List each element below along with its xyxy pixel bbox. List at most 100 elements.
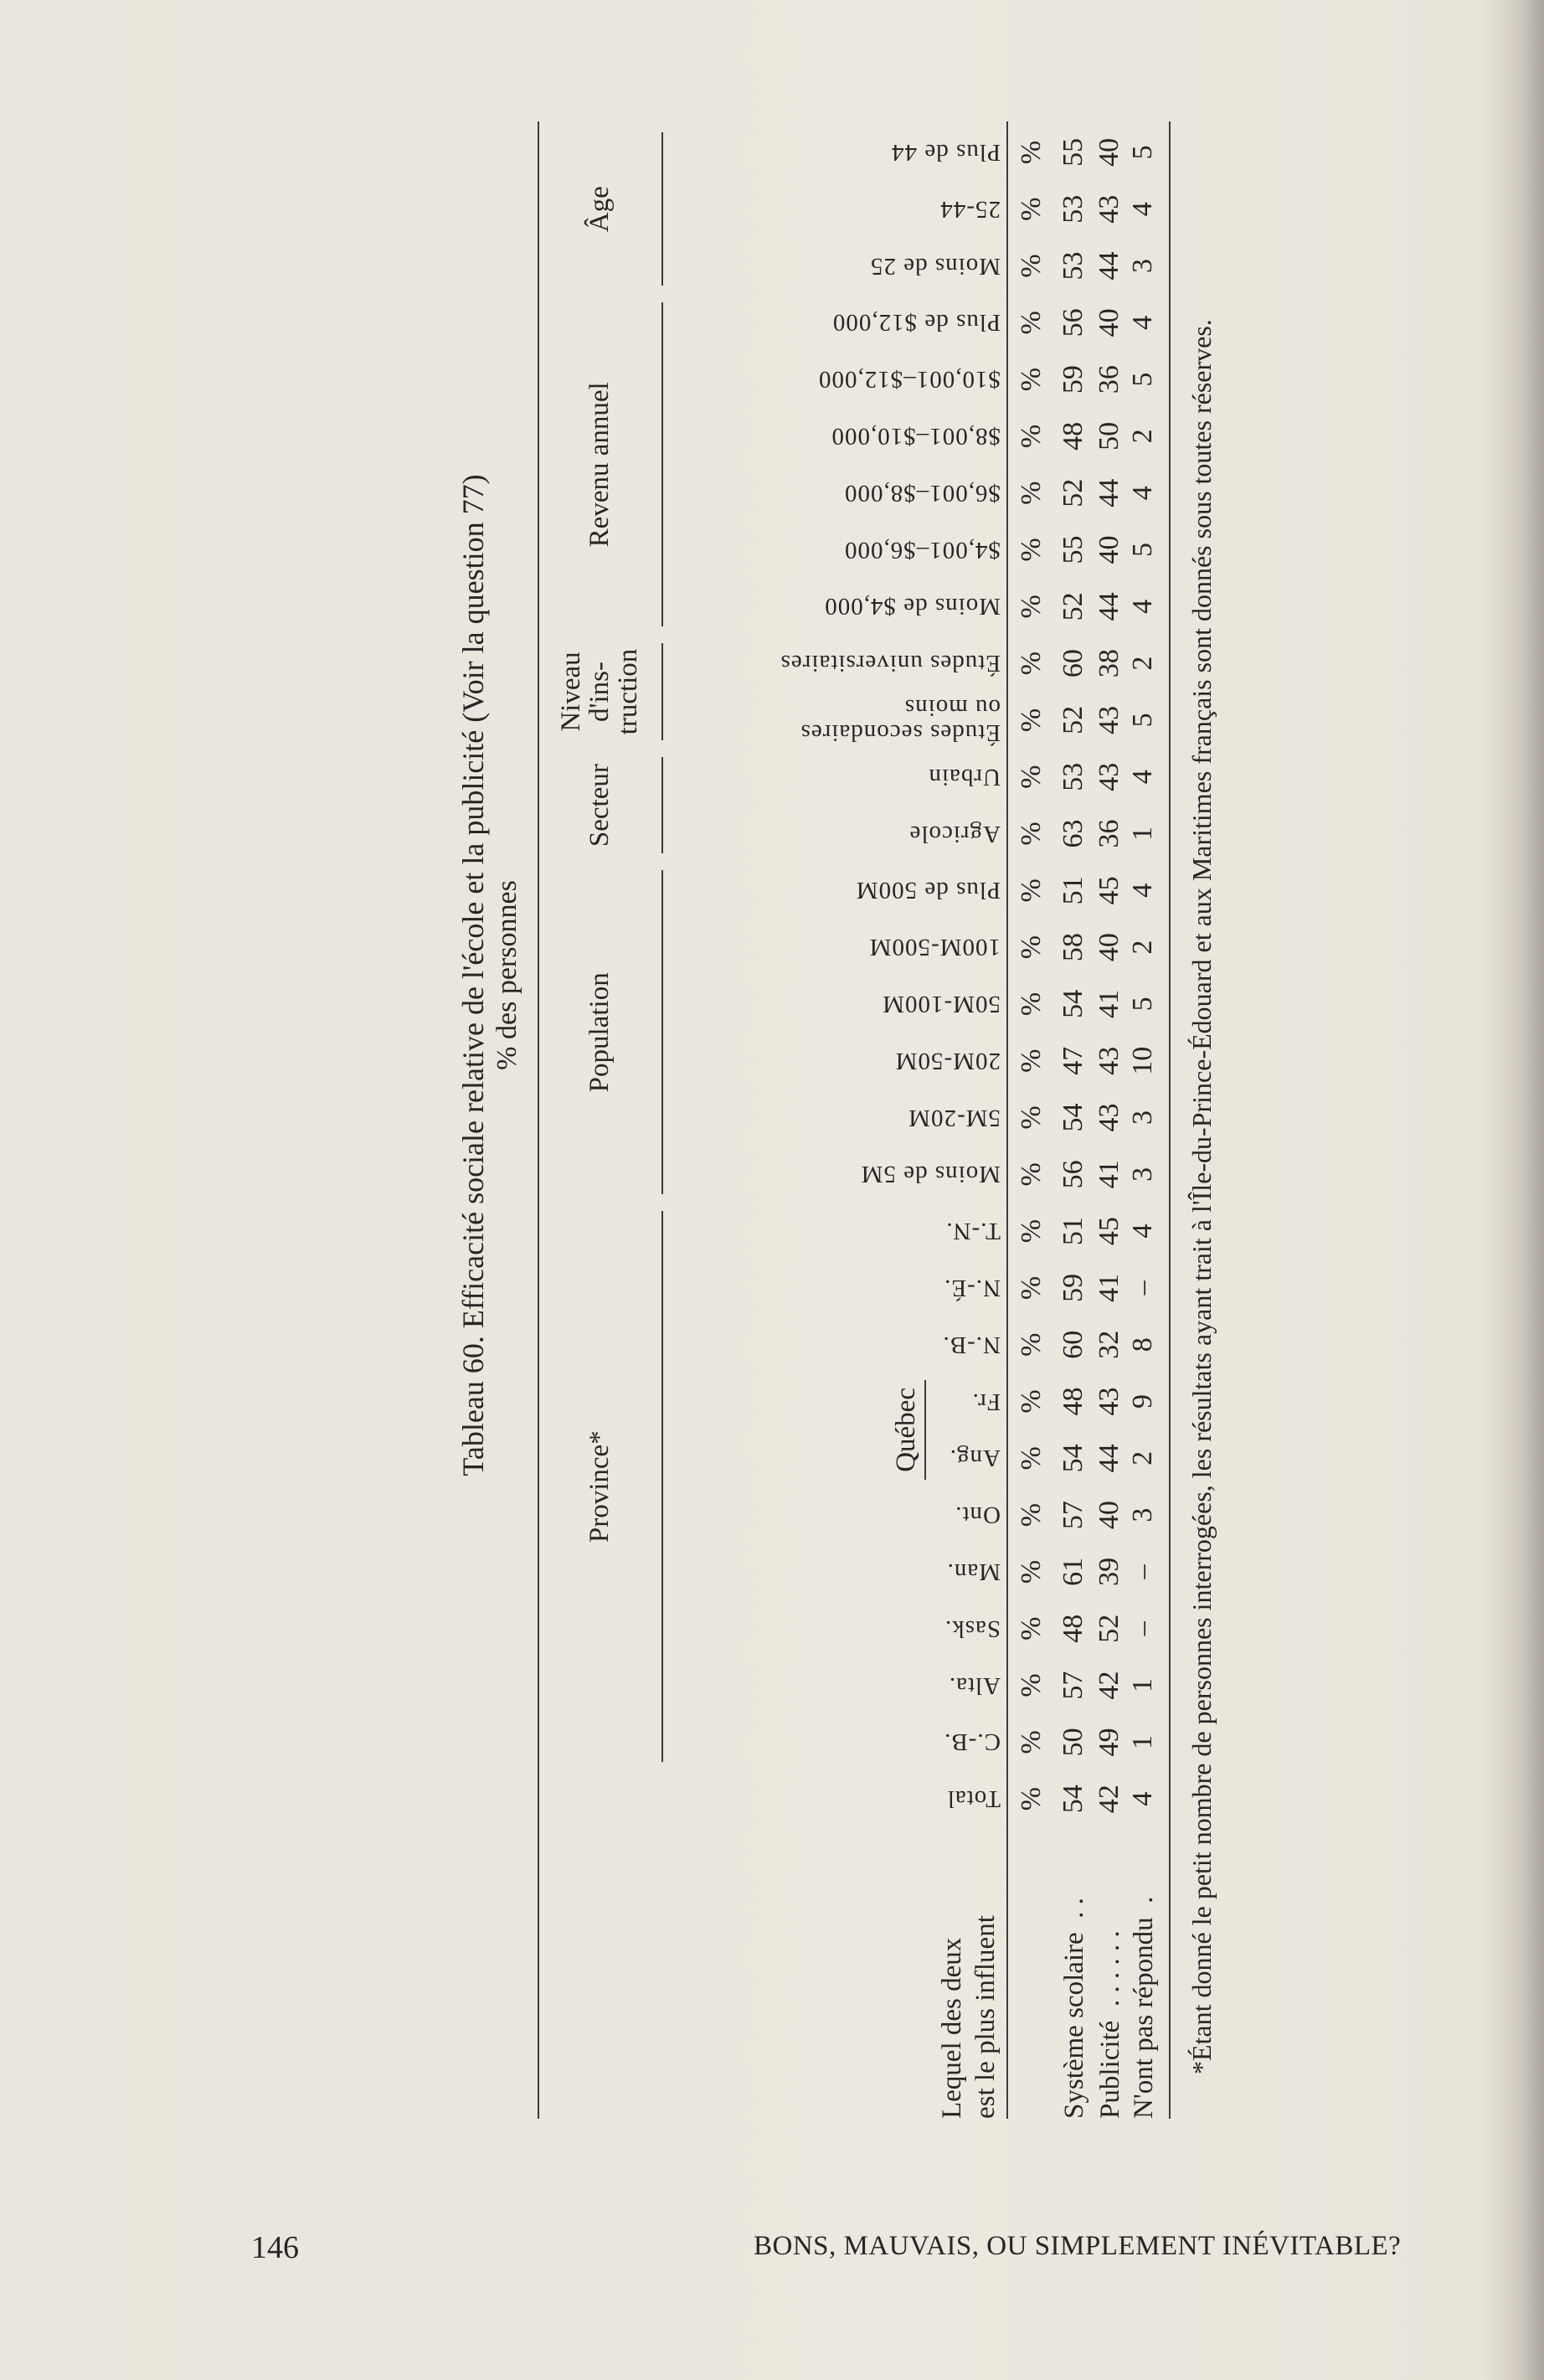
- bottom-rule: [1169, 121, 1171, 2119]
- column-header: Man.: [676, 1543, 1001, 1600]
- table-cell: 48: [1058, 1614, 1089, 1643]
- unit-cell: %: [1016, 140, 1047, 165]
- column-header: $4,001–$6,000: [676, 522, 1001, 579]
- table-cell: 44: [1094, 1444, 1125, 1473]
- row-label: Système scolaire . .: [1059, 1898, 1089, 2119]
- column-header: T.-N.: [676, 1203, 1001, 1260]
- unit-cell: %: [1016, 992, 1047, 1017]
- footnote: *Étant donné le petit nombre de personne…: [1186, 319, 1217, 2074]
- column-header-label: 50M-100M: [882, 990, 1001, 1017]
- column-header-label: Total: [946, 1785, 1001, 1813]
- table-cell: 54: [1058, 1785, 1089, 1814]
- table-cell: 5: [1127, 997, 1158, 1012]
- table-cell: 2: [1127, 940, 1158, 955]
- rotated-table: Tableau 60. Efficacité sociale relative …: [456, 121, 1260, 2119]
- column-header-label: Études universitaires: [780, 650, 1001, 677]
- column-header-label: Études secondaires ou moins: [800, 693, 1001, 746]
- row-label: N'ont pas répondu .: [1129, 1896, 1159, 2119]
- unit-cell: %: [1016, 1730, 1047, 1754]
- column-header-label: 100M-500M: [868, 934, 1001, 961]
- table-cell: 45: [1094, 1217, 1125, 1246]
- table-subtitle: % des personnes: [492, 880, 522, 1070]
- table-cell: 4: [1127, 315, 1158, 330]
- column-header: $10,001–$12,000: [676, 351, 1001, 408]
- group-header-population: Population: [584, 972, 615, 1093]
- table-cell: 61: [1058, 1557, 1089, 1586]
- table-cell: 4: [1127, 1791, 1158, 1806]
- column-header: $6,001–$8,000: [676, 465, 1001, 522]
- unit-cell: %: [1016, 1786, 1047, 1811]
- group-underline-niveau: [661, 643, 663, 740]
- unit-cell: %: [1016, 1332, 1047, 1357]
- column-header-label: Moins de $4,000: [824, 593, 1001, 621]
- column-header-label: Agricole: [908, 820, 1001, 847]
- unit-cell: %: [1016, 651, 1047, 676]
- table-cell: 5: [1127, 145, 1158, 160]
- table-cell: 43: [1094, 705, 1125, 734]
- table-cell: 52: [1058, 478, 1089, 507]
- table-cell: 56: [1058, 308, 1089, 337]
- column-header: N.-É.: [676, 1260, 1001, 1316]
- group-underline-province: [661, 1211, 663, 1763]
- table-cell: 40: [1094, 137, 1125, 167]
- table-cell: 8: [1127, 1337, 1158, 1352]
- table-cell: 4: [1127, 202, 1158, 217]
- table-cell: 40: [1094, 535, 1125, 564]
- table-cell: 9: [1127, 1394, 1158, 1409]
- column-header-label: Moins de 5M: [860, 1161, 1001, 1188]
- group-underline-revenu: [661, 302, 663, 627]
- table-cell: 38: [1094, 649, 1125, 678]
- table-cell: 52: [1058, 705, 1089, 734]
- table-cell: 53: [1058, 251, 1089, 281]
- table-cell: 59: [1058, 1273, 1089, 1302]
- table-cell: 43: [1094, 1046, 1125, 1075]
- column-header: Sask.: [676, 1600, 1001, 1657]
- column-header: 50M-100M: [676, 976, 1001, 1033]
- group-header-province: Province*: [584, 1430, 615, 1543]
- table-cell: 5: [1127, 543, 1158, 558]
- unit-cell: %: [1016, 595, 1047, 619]
- group-underline-secteur: [661, 756, 663, 854]
- column-header-label: N.-É.: [944, 1274, 1001, 1301]
- column-header: Agricole: [676, 806, 1001, 863]
- unit-cell: %: [1016, 311, 1047, 335]
- table-cell: 57: [1058, 1671, 1089, 1700]
- column-header: Plus de $12,000: [676, 294, 1001, 351]
- table-cell: –: [1127, 1564, 1158, 1579]
- unit-cell: %: [1016, 878, 1047, 903]
- table-cell: 1: [1127, 827, 1158, 842]
- table-cell: 5: [1127, 372, 1158, 387]
- table-cell: 58: [1058, 933, 1089, 962]
- table-cell: 40: [1094, 1501, 1125, 1530]
- unit-cell: %: [1016, 1105, 1047, 1130]
- table-cell: 32: [1094, 1330, 1125, 1359]
- column-header-label: Ont.: [955, 1502, 1001, 1529]
- table-cell: 57: [1058, 1501, 1089, 1530]
- table-cell: 55: [1058, 535, 1089, 564]
- table-cell: 63: [1058, 819, 1089, 848]
- column-header: Ang.: [676, 1430, 1001, 1486]
- column-header: 25-44: [676, 181, 1001, 238]
- unit-cell: %: [1016, 708, 1047, 733]
- column-header-label: Sask.: [944, 1615, 1001, 1642]
- table-cell: 49: [1094, 1728, 1125, 1757]
- table-cell: 47: [1058, 1046, 1089, 1075]
- page-number: 146: [251, 2230, 299, 2265]
- column-header: Études secondaires ou moins: [676, 692, 1001, 749]
- table-cell: 2: [1127, 429, 1158, 444]
- top-rule: [538, 121, 539, 2119]
- table-cell: 1: [1127, 1678, 1158, 1693]
- table-cell: 43: [1094, 762, 1125, 791]
- table-cell: 51: [1058, 876, 1089, 905]
- table-cell: 48: [1058, 421, 1089, 451]
- column-header: N.-B.: [676, 1316, 1001, 1373]
- column-header-label: $10,001–$12,000: [818, 366, 1001, 394]
- column-header-label: $4,001–$6,000: [844, 536, 1001, 564]
- table-cell: 42: [1094, 1671, 1125, 1700]
- table-cell: 2: [1127, 656, 1158, 671]
- stub-header-line-1: Lequel des deux: [937, 1937, 967, 2119]
- unit-cell: %: [1016, 197, 1047, 221]
- group-underline-population: [661, 870, 663, 1195]
- column-header-label: $6,001–$8,000: [844, 479, 1001, 507]
- running-head: BONS, MAUVAIS, OU SIMPLEMENT INÉVITABLE?: [754, 2231, 1402, 2261]
